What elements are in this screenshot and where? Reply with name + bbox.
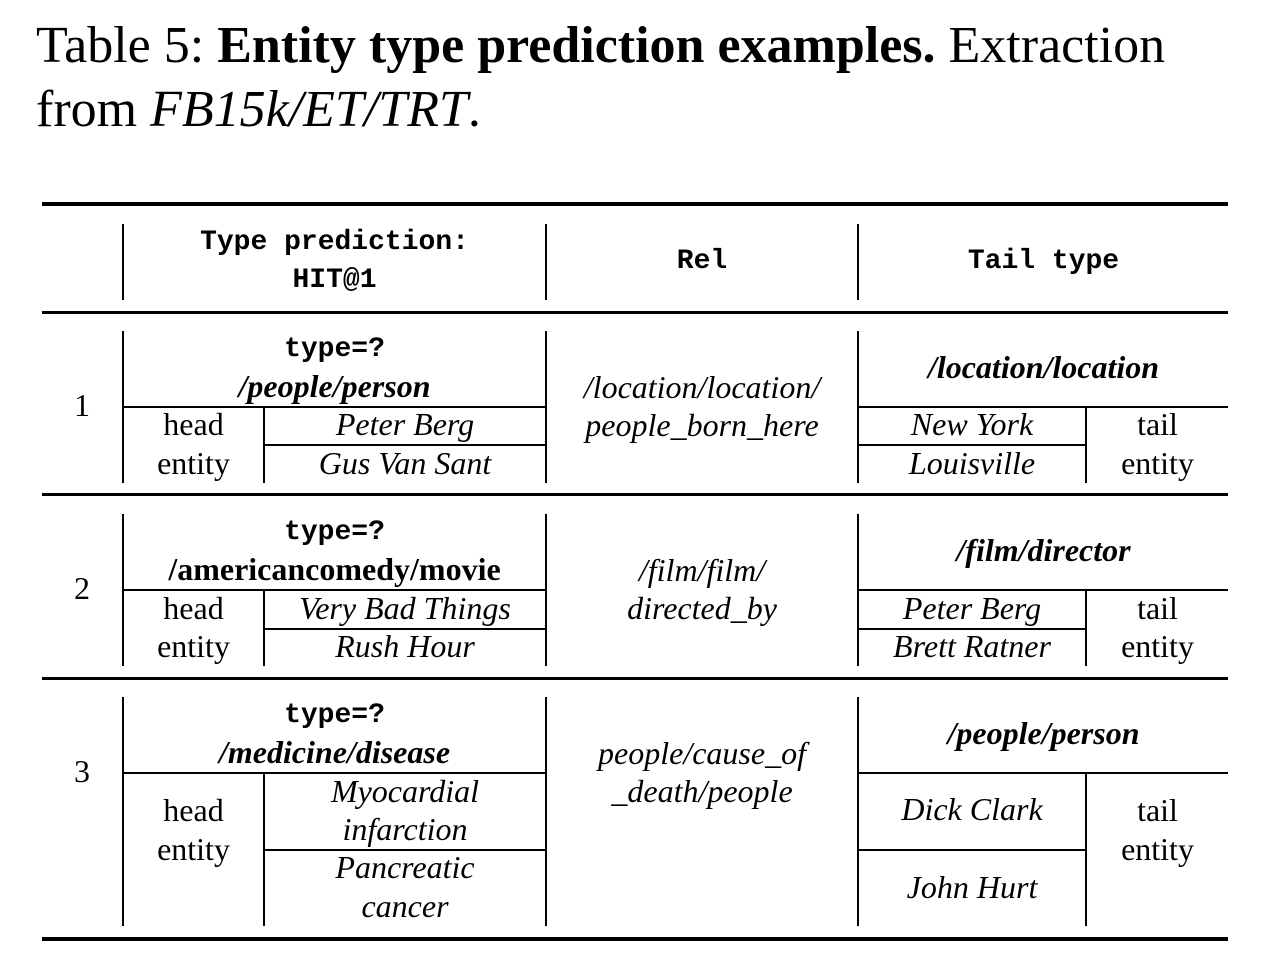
head-entity: Gus Van Sant [318,445,492,481]
header-rel-label: Rel [676,246,728,277]
head-entity: Very Bad Things [299,590,511,626]
type-query: type=? [284,700,385,731]
type-query: type=? [284,334,385,365]
header-type-prediction-line1: Type prediction: [200,227,469,258]
head-entity: Peter Berg [335,406,475,442]
row-divider [1085,590,1087,666]
row-divider [122,331,124,483]
predicted-type: /medicine/disease [218,734,451,770]
tail-entity-label: tail [1137,406,1178,442]
row1-rule [42,493,1228,496]
tail-entity: John Hurt [906,869,1038,905]
row-subrule [264,628,546,630]
head-entity-label: head [163,590,224,626]
head-entity: Rush Hour [335,628,475,664]
relation-line: directed_by [627,590,777,626]
type-query: type=? [284,517,385,548]
row-divider [857,514,859,666]
caption-text: Extraction [948,17,1166,74]
tail-entity-label: tail [1137,590,1178,626]
row-divider [1085,773,1087,926]
tail-entity-label: entity [1121,628,1194,664]
tail-type: /film/director [956,532,1131,568]
tail-entity: Dick Clark [901,791,1043,827]
row-subrule [859,628,1086,630]
header-tail-type-label: Tail type [967,246,1120,277]
head-entity-label: entity [157,628,230,664]
head-entity: infarction [342,811,468,847]
caption-line2-suffix: . [467,81,481,138]
header-divider [857,224,859,300]
row-divider [1085,407,1087,483]
table-caption: Table 5: Entity type prediction examples… [36,14,1246,142]
tail-entity: Louisville [908,445,1036,481]
header-type-prediction: Type prediction: HIT@1 [124,222,545,302]
tail-entity-label: entity [1121,445,1194,481]
row-subrule [124,406,546,408]
head-entity: Myocardial [330,773,480,809]
bottom-rule [42,937,1228,941]
relation-line: /location/location/ [583,369,821,405]
predicted-type: /people/person [238,368,431,404]
predicted-type: /americancomedy/movie [168,551,501,587]
caption-dataset: FB15k/ET/TRT [150,81,468,138]
header-divider [545,224,547,300]
relation-line: _death/people [611,773,793,809]
tail-entity-label: tail [1137,792,1178,828]
head-entity: Pancreatic [335,849,475,885]
row-divider [857,331,859,483]
row-index: 1 [74,387,90,423]
head-entity: cancer [361,888,449,924]
tail-entity-label: entity [1121,831,1194,867]
row-subrule [859,406,1228,408]
relation-line: /film/film/ [638,552,766,588]
header-tail-type: Tail type [859,222,1228,302]
head-entity-label: entity [157,445,230,481]
header-rel: Rel [547,222,857,302]
row2-rule [42,677,1228,680]
tail-entity: New York [910,406,1034,442]
row-divider [122,697,124,926]
row-divider [545,514,547,666]
caption-label: Table 5: [36,17,205,74]
row-divider [122,514,124,666]
head-entity-label: head [163,406,224,442]
head-entity-label: entity [157,831,230,867]
head-entity-label: head [163,792,224,828]
header-rule [42,311,1228,314]
row-subrule [859,772,1228,774]
tail-entity: Brett Ratner [893,628,1051,664]
row-subrule [859,849,1086,851]
row-index: 2 [74,570,90,606]
row-subrule [264,444,546,446]
row-divider [545,697,547,926]
header-type-prediction-line2: HIT@1 [292,265,377,296]
row-subrule [859,589,1228,591]
caption-title: Entity type prediction examples. [217,17,936,74]
tail-entity: Peter Berg [902,590,1042,626]
header-divider [122,224,124,300]
row-subrule [859,444,1086,446]
row-subrule [124,589,546,591]
tail-type: /location/location [927,349,1160,385]
top-rule [42,202,1228,206]
relation-line: people_born_here [585,407,819,443]
relation-line: people/cause_of [598,735,806,771]
row-subrule [124,772,546,774]
row-index: 3 [74,753,90,789]
row-divider [545,331,547,483]
row-divider [857,697,859,926]
row-subrule [264,849,546,851]
tail-type: /people/person [947,715,1140,751]
caption-line2-prefix: from [36,81,138,138]
